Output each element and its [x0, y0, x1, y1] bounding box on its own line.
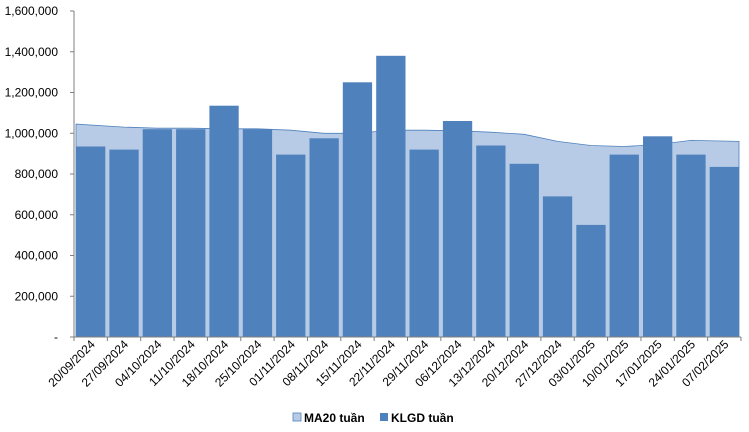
- klgd-bar: [409, 149, 439, 337]
- klgd-bar: [509, 163, 539, 337]
- legend-label-ma20: MA20 tuần: [304, 411, 365, 425]
- y-tick-label: 1,400,000: [5, 45, 59, 59]
- klgd-bar: [309, 138, 339, 337]
- legend-swatch-ma20: [292, 412, 302, 422]
- klgd-bar: [576, 224, 606, 337]
- klgd-bar: [342, 82, 373, 337]
- klgd-bar: [109, 149, 139, 337]
- klgd-bar: [476, 145, 506, 337]
- klgd-bar: [276, 154, 306, 337]
- legend: MA20 tuần KLGD tuần: [292, 411, 454, 425]
- y-tick-label: 400,000: [15, 249, 59, 263]
- klgd-bar-layer: [76, 55, 739, 338]
- y-tick-label: 1,000,000: [5, 126, 59, 140]
- klgd-bar: [643, 136, 673, 337]
- klgd-bar: [209, 105, 239, 337]
- y-tick-label: 800,000: [15, 167, 59, 181]
- klgd-bar: [176, 129, 206, 337]
- ma20-area: [75, 123, 740, 338]
- klgd-bar: [76, 146, 106, 337]
- klgd-bar: [442, 121, 473, 337]
- klgd-bar: [609, 154, 639, 337]
- legend-label-klgd: KLGD tuần: [391, 411, 454, 425]
- klgd-bar: [709, 166, 739, 337]
- klgd-bar: [676, 154, 706, 337]
- klgd-bar: [542, 196, 573, 337]
- y-tick-label: 200,000: [15, 289, 59, 303]
- klgd-bar: [376, 55, 406, 338]
- klgd-bar: [142, 129, 172, 337]
- klgd-bar: [242, 129, 273, 337]
- y-tick-label: -: [54, 330, 58, 344]
- ma20-area-layer: [75, 123, 740, 338]
- legend-swatch-klgd: [380, 413, 388, 421]
- y-tick-label: 600,000: [15, 208, 59, 222]
- y-tick-label: 1,600,000: [5, 4, 59, 18]
- y-tick-label: 1,200,000: [5, 86, 59, 100]
